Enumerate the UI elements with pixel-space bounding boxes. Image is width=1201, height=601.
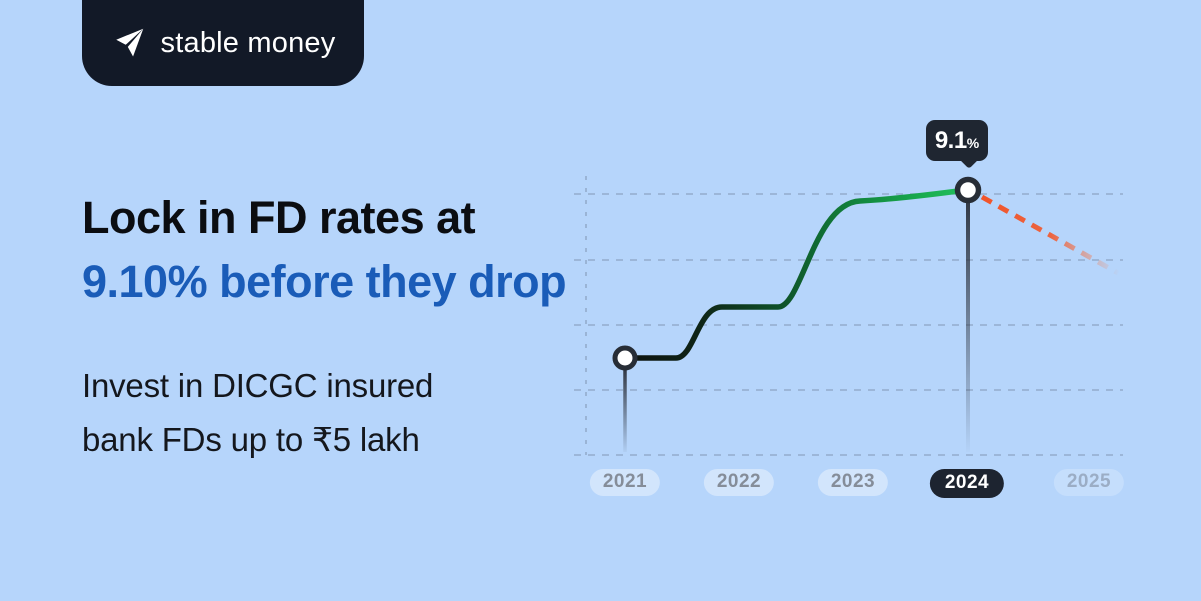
- subtitle-line2: bank FDs up to ₹5 lakh: [82, 421, 420, 458]
- rate-tooltip-value: 9.1: [934, 126, 967, 154]
- rate-line: [622, 187, 969, 361]
- year-pill-2021[interactable]: 2021: [589, 469, 661, 496]
- headline-line1: Lock in FD rates at: [82, 192, 476, 243]
- marker-2021: [612, 345, 638, 371]
- brand-badge[interactable]: stable money: [82, 0, 364, 86]
- gridlines: [574, 176, 1123, 456]
- headline: Lock in FD rates at 9.10% before they dr…: [82, 186, 567, 314]
- send-arrow-icon: [115, 28, 143, 57]
- year-pill-2025[interactable]: 2025: [1053, 469, 1125, 496]
- subtitle-line1: Invest in DICGC insured: [82, 367, 434, 404]
- headline-line2: 9.10% before they drop: [82, 256, 567, 307]
- marker-2024: [954, 176, 982, 204]
- rate-tooltip: 9.1%: [926, 120, 988, 169]
- subtitle: Invest in DICGC insured bank FDs up to ₹…: [82, 359, 433, 467]
- year-pill-2022[interactable]: 2022: [703, 469, 775, 496]
- rate-tooltip-suffix: %: [966, 135, 980, 151]
- brand-name: stable money: [160, 26, 336, 59]
- year-pill-2024[interactable]: 2024: [929, 469, 1005, 498]
- projection-line: [980, 194, 1120, 276]
- year-pill-2023[interactable]: 2023: [817, 469, 889, 496]
